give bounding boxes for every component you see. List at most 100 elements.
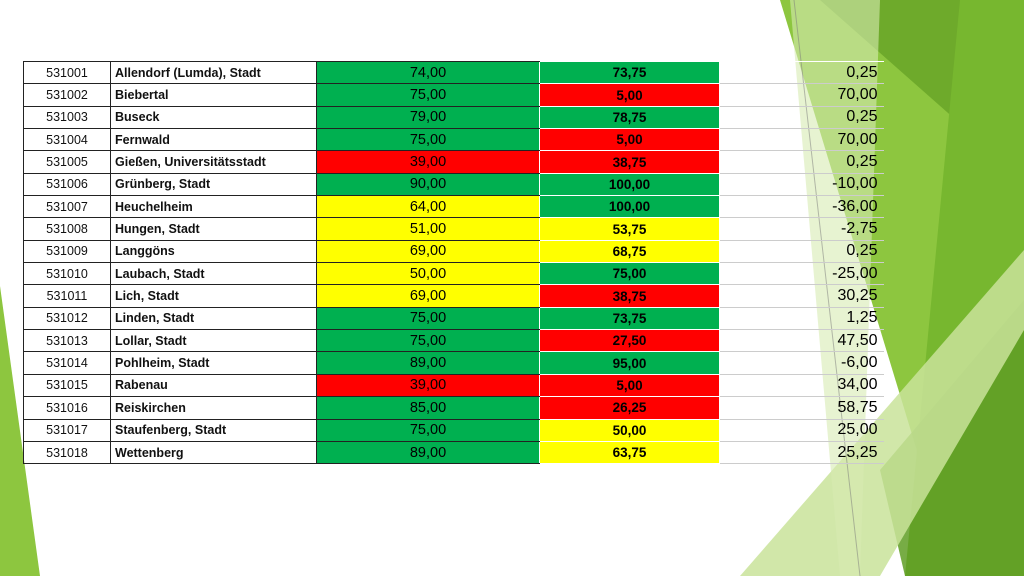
left-green-stripe — [0, 286, 40, 576]
value-2: 100,00 — [539, 172, 720, 197]
row-name: Heuchelheim — [110, 195, 317, 219]
value-2: 95,00 — [539, 351, 720, 375]
difference: -36,00 — [719, 195, 884, 219]
row-code: 531003 — [23, 105, 111, 130]
difference: 58,75 — [719, 396, 884, 420]
table-row: 531015 Rabenau 39,00 5,00 34,00 — [23, 373, 884, 398]
value-2: 73,75 — [539, 306, 720, 331]
value-2: 68,75 — [539, 239, 720, 264]
table-row: 531003 Buseck 79,00 78,75 0,25 — [23, 105, 884, 130]
row-code: 531002 — [23, 83, 111, 107]
row-name: Hungen, Stadt — [110, 217, 317, 241]
value-1: 85,00 — [316, 396, 540, 420]
value-2: 5,00 — [539, 83, 720, 107]
value-2: 5,00 — [539, 128, 720, 152]
row-name: Lich, Stadt — [110, 284, 317, 308]
table-row: 531012 Linden, Stadt 75,00 73,75 1,25 — [23, 306, 884, 331]
value-1: 75,00 — [316, 306, 540, 331]
row-name: Staufenberg, Stadt — [110, 418, 317, 442]
table-row: 531010 Laubach, Stadt 50,00 75,00 -25,00 — [23, 262, 884, 286]
row-code: 531011 — [23, 284, 111, 308]
difference: 70,00 — [719, 128, 884, 152]
difference: -2,75 — [719, 217, 884, 241]
row-name: Lollar, Stadt — [110, 329, 317, 353]
value-2: 26,25 — [539, 396, 720, 420]
value-1: 79,00 — [316, 105, 540, 130]
table-row: 531016 Reiskirchen 85,00 26,25 58,75 — [23, 396, 884, 420]
table-row: 531013 Lollar, Stadt 75,00 27,50 47,50 — [23, 329, 884, 353]
table-row: 531018 Wettenberg 89,00 63,75 25,25 — [23, 440, 884, 465]
row-code: 531004 — [23, 128, 111, 152]
value-1: 51,00 — [316, 217, 540, 241]
value-1: 75,00 — [316, 418, 540, 442]
row-name: Buseck — [110, 105, 317, 130]
value-2: 78,75 — [539, 105, 720, 130]
row-code: 531018 — [23, 440, 111, 465]
difference: 0,25 — [719, 150, 884, 174]
value-2: 38,75 — [539, 150, 720, 174]
difference: 1,25 — [719, 306, 884, 331]
table-row: 531005 Gießen, Universitätsstadt 39,00 38,7… — [23, 150, 884, 174]
difference: 0,25 — [719, 60, 884, 85]
row-code: 531008 — [23, 217, 111, 241]
value-1: 75,00 — [316, 128, 540, 152]
difference: -25,00 — [719, 262, 884, 286]
row-code: 531001 — [23, 60, 111, 85]
value-1: 75,00 — [316, 83, 540, 107]
difference: 25,25 — [719, 440, 884, 465]
row-name: Langgöns — [110, 239, 317, 264]
row-name: Fernwald — [110, 128, 317, 152]
table-row: 531009 Langgöns 69,00 68,75 0,25 — [23, 239, 884, 264]
table-row: 531001 Allendorf (Lumda), Stadt 74,00 73,75… — [23, 60, 884, 85]
value-2: 50,00 — [539, 418, 720, 442]
value-1: 69,00 — [316, 239, 540, 264]
difference: 47,50 — [719, 329, 884, 353]
value-2: 75,00 — [539, 262, 720, 286]
value-2: 63,75 — [539, 440, 720, 465]
row-name: Gießen, Universitätsstadt — [110, 150, 317, 174]
table-row: 531011 Lich, Stadt 69,00 38,75 30,25 — [23, 284, 884, 308]
value-1: 89,00 — [316, 351, 540, 375]
difference: 0,25 — [719, 239, 884, 264]
value-1: 39,00 — [316, 373, 540, 398]
value-1: 50,00 — [316, 262, 540, 286]
value-1: 39,00 — [316, 150, 540, 174]
row-code: 531013 — [23, 329, 111, 353]
row-name: Rabenau — [110, 373, 317, 398]
row-code: 531010 — [23, 262, 111, 286]
row-name: Wettenberg — [110, 440, 317, 465]
value-1: 74,00 — [316, 60, 540, 85]
value-1: 90,00 — [316, 172, 540, 197]
table-row: 531004 Fernwald 75,00 5,00 70,00 — [23, 128, 884, 152]
value-1: 69,00 — [316, 284, 540, 308]
table-row: 531002 Biebertal 75,00 5,00 70,00 — [23, 83, 884, 107]
row-name: Laubach, Stadt — [110, 262, 317, 286]
difference: 70,00 — [719, 83, 884, 107]
value-2: 73,75 — [539, 60, 720, 85]
value-1: 64,00 — [316, 195, 540, 219]
row-code: 531006 — [23, 172, 111, 197]
row-code: 531017 — [23, 418, 111, 442]
row-name: Linden, Stadt — [110, 306, 317, 331]
row-code: 531015 — [23, 373, 111, 398]
row-name: Pohlheim, Stadt — [110, 351, 317, 375]
table-row: 531017 Staufenberg, Stadt 75,00 50,00 25,00 — [23, 418, 884, 442]
difference: 34,00 — [719, 373, 884, 398]
value-1: 75,00 — [316, 329, 540, 353]
row-code: 531014 — [23, 351, 111, 375]
row-code: 531016 — [23, 396, 111, 420]
row-code: 531009 — [23, 239, 111, 264]
difference: 0,25 — [719, 105, 884, 130]
difference: 25,00 — [719, 418, 884, 442]
row-name: Grünberg, Stadt — [110, 172, 317, 197]
row-name: Biebertal — [110, 83, 317, 107]
difference: -6,00 — [719, 351, 884, 375]
value-1: 89,00 — [316, 440, 540, 465]
value-2: 27,50 — [539, 329, 720, 353]
difference: 30,25 — [719, 284, 884, 308]
table-row: 531007 Heuchelheim 64,00 100,00 -36,00 — [23, 195, 884, 219]
row-code: 531012 — [23, 306, 111, 331]
value-2: 38,75 — [539, 284, 720, 308]
row-code: 531007 — [23, 195, 111, 219]
table-row: 531014 Pohlheim, Stadt 89,00 95,00 -6,00 — [23, 351, 884, 375]
